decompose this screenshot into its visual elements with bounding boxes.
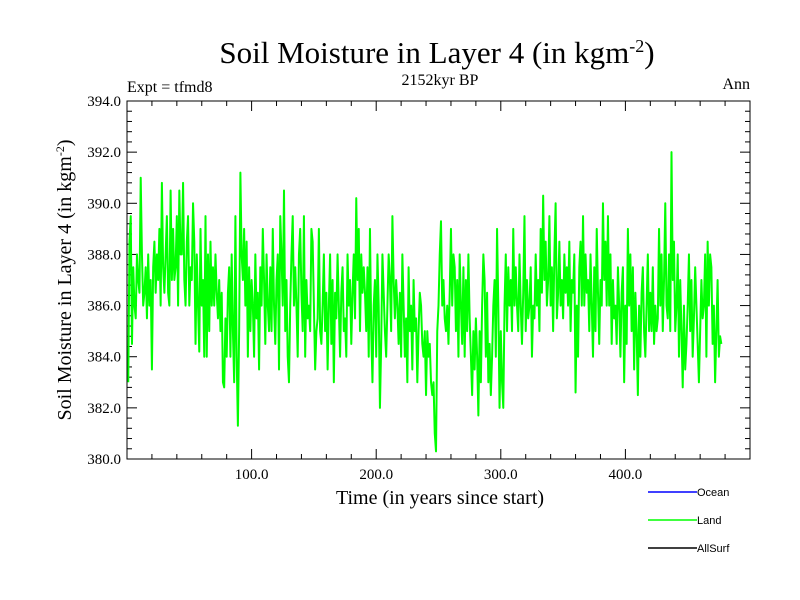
y-tick-label: 382.0 xyxy=(87,401,121,417)
legend: Ocean Land AllSurf xyxy=(648,487,730,555)
y-tick-label: 392.0 xyxy=(87,145,121,161)
y-axis-label: Soil Moisture in Layer 4 (in kgm-2) xyxy=(53,139,76,420)
y-tick-label: 384.0 xyxy=(87,350,121,366)
legend-label-ocean: Ocean xyxy=(697,487,729,499)
series-group xyxy=(127,151,723,453)
experiment-label: Expt = tfmd8 xyxy=(127,79,212,96)
season-label: Ann xyxy=(722,76,750,93)
y-tick-label: 388.0 xyxy=(87,247,121,263)
x-tick-label: 100.0 xyxy=(235,467,269,483)
x-axis-label: Time (in years since start) xyxy=(336,487,544,509)
y-tick-label: 394.0 xyxy=(87,94,121,110)
series-line-land xyxy=(127,151,723,453)
y-tick-label: 380.0 xyxy=(87,452,121,468)
legend-label-land: Land xyxy=(697,515,721,527)
y-tick-label: 386.0 xyxy=(87,299,121,315)
y-tick-label: 390.0 xyxy=(87,196,121,212)
tick-labels: 100.0 200.0 300.0 400.0 380.0 382.0 384.0 386.0… xyxy=(87,94,642,483)
chart-subtitle: 2152kyr BP xyxy=(402,72,479,89)
chart-title: Soil Moisture in Layer 4 (in kgm-2) xyxy=(219,35,654,70)
x-tick-label: 300.0 xyxy=(484,467,518,483)
x-tick-label: 400.0 xyxy=(609,467,643,483)
plot-frame xyxy=(126,100,751,460)
x-tick-label: 200.0 xyxy=(359,467,393,483)
legend-label-allsurf: AllSurf xyxy=(697,543,730,555)
